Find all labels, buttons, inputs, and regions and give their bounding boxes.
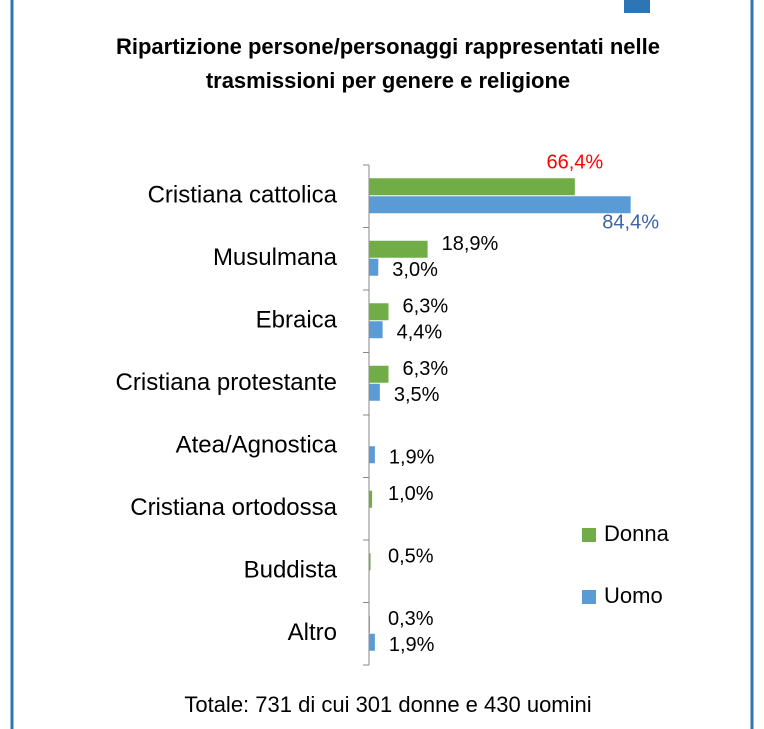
value-label: 84,4%: [602, 212, 659, 234]
legend-swatch: [582, 528, 596, 542]
bar: [369, 383, 380, 401]
bar: [369, 365, 389, 383]
bar: [369, 303, 389, 321]
value-label: 1,0%: [388, 483, 434, 505]
value-label: 0,3%: [388, 608, 434, 630]
category-label: Cristiana ortodossa: [130, 494, 337, 521]
category-label: Musulmana: [213, 244, 338, 271]
frame: [10, 0, 754, 729]
category-label: Ebraica: [256, 307, 338, 334]
bar: [369, 633, 375, 651]
legend-label: Donna: [604, 521, 670, 546]
footnote: Totale: 731 di cui 301 donne e 430 uomin…: [184, 692, 591, 717]
bar: [369, 321, 383, 339]
bar: [369, 178, 575, 196]
legend-label: Uomo: [604, 583, 663, 608]
value-label: 18,9%: [442, 233, 499, 255]
value-label: 1,9%: [389, 447, 435, 469]
category-label: Altro: [288, 619, 337, 646]
value-label: 66,4%: [546, 152, 603, 174]
bar: [369, 196, 631, 214]
category-label: Cristiana cattolica: [148, 182, 338, 209]
chart-title: Ripartizione persone/personaggi rapprese…: [116, 34, 660, 59]
value-label: 6,3%: [403, 358, 449, 380]
legend-swatch: [582, 590, 596, 604]
bar: [369, 240, 428, 258]
bar: [369, 553, 371, 571]
bar: [369, 258, 379, 276]
value-label: 6,3%: [403, 296, 449, 318]
value-label: 3,5%: [394, 384, 440, 406]
value-label: 0,5%: [388, 546, 434, 568]
category-label: Buddista: [244, 557, 338, 584]
frame-tab: [624, 0, 650, 13]
chart-title: trasmissioni per genere e religione: [206, 68, 570, 93]
category-label: Atea/Agnostica: [176, 432, 338, 459]
value-label: 3,0%: [392, 259, 438, 281]
bar: [369, 615, 370, 633]
value-label: 4,4%: [397, 322, 443, 344]
bar: [369, 446, 375, 464]
value-label: 1,9%: [389, 634, 435, 656]
category-label: Cristiana protestante: [116, 369, 337, 396]
bar: [369, 490, 373, 508]
